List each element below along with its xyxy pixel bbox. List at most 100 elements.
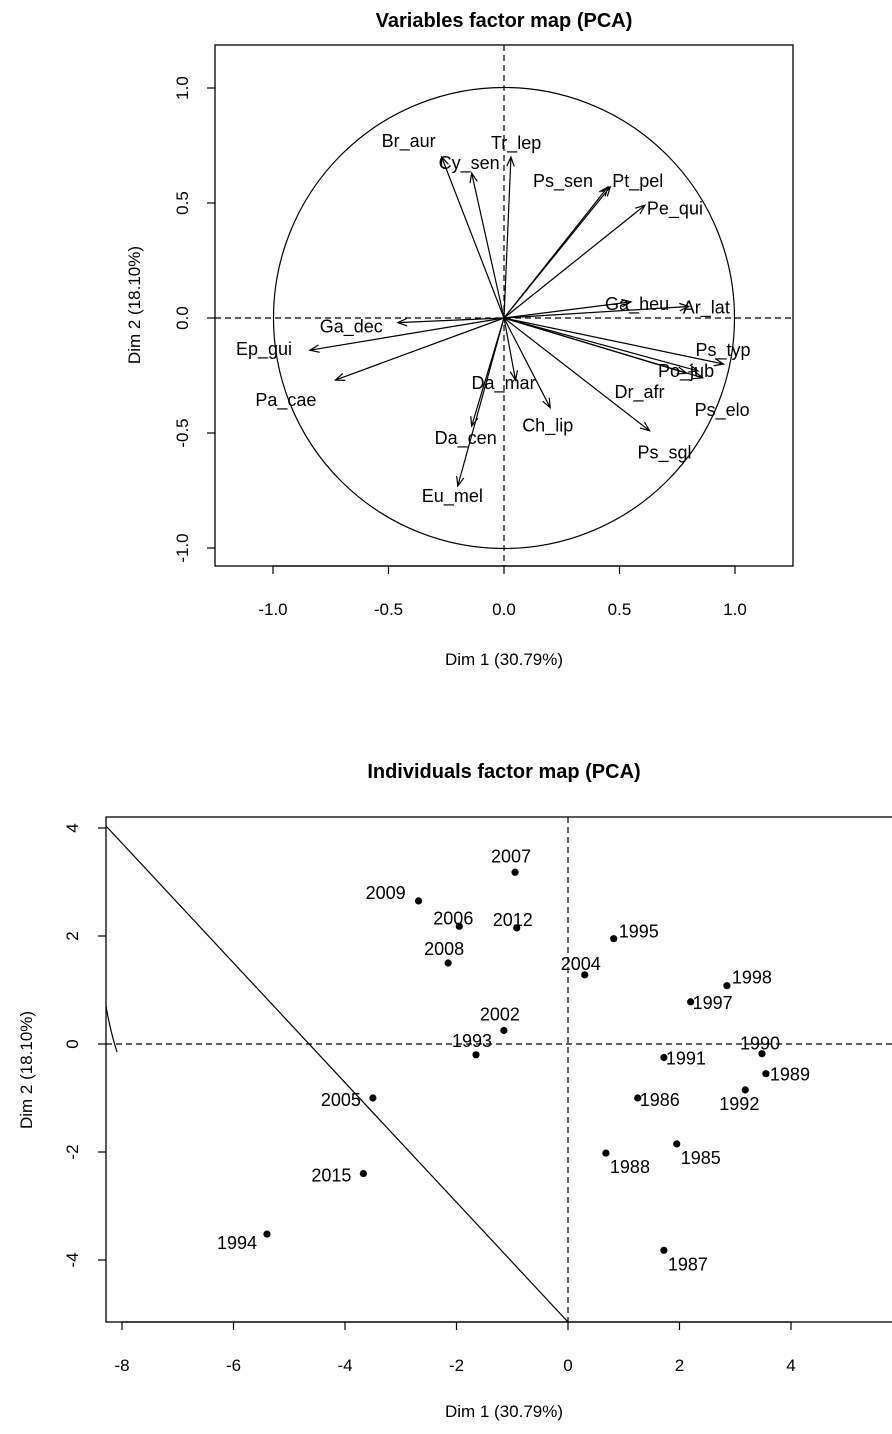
point-1989: [762, 1070, 770, 1078]
point-2007: [511, 868, 519, 876]
arrowhead-Ga_dec: [396, 317, 408, 327]
point-2002: [500, 1026, 508, 1035]
arrowhead-Ch_lip: [542, 397, 551, 410]
arrowhead-Tr_lep: [506, 155, 515, 167]
y-tick-label: 0.0: [173, 306, 192, 330]
point-label-1990: 1990: [740, 1034, 780, 1054]
vector-Da_mar: [503, 317, 517, 381]
vector-label-Dr_afr: Dr_afr: [614, 382, 664, 403]
x-tick-label: -8: [114, 1356, 129, 1375]
x-tick-label: -4: [337, 1356, 352, 1375]
point-label-1998: 1998: [732, 968, 772, 988]
vector-Ps_typ: [503, 317, 724, 365]
arrowhead-Ps_elo: [692, 371, 705, 380]
x-tick-label: 1.0: [723, 600, 747, 619]
arrowhead-Eu_mel: [456, 475, 465, 488]
vector-label-Ps_typ: Ps_typ: [695, 340, 750, 361]
y-tick-label: 0: [63, 1039, 82, 1048]
point-label-1985: 1985: [681, 1148, 721, 1168]
point-1988: [602, 1149, 610, 1157]
y-tick-label: -2: [63, 1144, 82, 1159]
vector-Pa_cae: [335, 317, 505, 381]
y-axis: -4 -2 0 2 4: [63, 823, 106, 1268]
vector-label-Ps_sgl: Ps_sgl: [638, 443, 692, 464]
vector-Ar_lat: [503, 305, 689, 319]
vector-label-Tr_lep: Tr_lep: [491, 133, 541, 154]
chart-title: Individuals factor map (PCA): [367, 761, 640, 783]
y-tick-label: 4: [63, 823, 82, 832]
vector-Cy_sen: [471, 172, 505, 319]
vector-label-Ep_gui: Ep_gui: [236, 339, 292, 360]
point-1994: [263, 1230, 271, 1238]
vector-Ga_dec: [397, 317, 505, 324]
point-label-1987: 1987: [668, 1254, 708, 1274]
x-axis: -1.0 -0.5 0.0 0.5 1.0: [258, 565, 747, 619]
point-1997: [687, 998, 695, 1006]
arrowhead-Ps_sgl: [639, 421, 651, 432]
point-label-1995: 1995: [619, 922, 659, 942]
vector-label-Po_jub: Po_jub: [658, 361, 714, 382]
vector-Ch_lip: [503, 317, 551, 408]
y-axis-label: Dim 2 (18.10%): [125, 246, 144, 364]
point-label-2012: 2012: [493, 910, 533, 930]
vector-label-Br_aur: Br_aur: [382, 131, 436, 152]
x-axis-label: Dim 1 (30.79%): [445, 1402, 563, 1421]
individuals-factor-map: Individuals factor map (PCA) 20072009200…: [17, 761, 892, 1421]
vector-Ps_elo: [503, 317, 703, 379]
y-tick-label: 0.5: [173, 191, 192, 215]
vector-label-Ps_sen: Ps_sen: [533, 171, 593, 192]
vector-label-Pe_qui: Pe_qui: [647, 198, 703, 219]
x-tick-label: -1.0: [258, 600, 287, 619]
vector-Eu_mel: [457, 317, 505, 487]
point-2004: [581, 971, 589, 979]
x-tick-label: -2: [449, 1356, 464, 1375]
point-label-1986: 1986: [640, 1090, 680, 1110]
point-1991: [660, 1053, 668, 1062]
point-label-1991: 1991: [666, 1049, 706, 1069]
vector-label-Ga_heu: Ga_heu: [605, 294, 669, 315]
point-1987: [660, 1246, 668, 1254]
point-label-1997: 1997: [693, 993, 733, 1013]
arrowhead-Pt_pel: [601, 185, 612, 197]
point-label-1988: 1988: [610, 1157, 650, 1177]
y-tick-label: -4: [63, 1252, 82, 1267]
y-tick-label: 1.0: [173, 76, 192, 100]
vector-Br_aur: [441, 156, 505, 319]
vector-Ga_heu: [503, 301, 632, 319]
point-2006: [455, 922, 463, 930]
point-1995: [610, 935, 618, 943]
x-tick-label: -0.5: [374, 600, 403, 619]
y-axis: -1.0 -0.5 0.0 0.5 1.0: [173, 76, 215, 563]
x-tick-label: 2: [675, 1356, 684, 1375]
point-label-1992: 1992: [719, 1094, 759, 1114]
arrowhead-Ga_heu: [621, 298, 633, 308]
variables-factor-map: Variables factor map (PCA) Br_aur Tr_lepC…: [125, 10, 794, 669]
point-label-1993: 1993: [452, 1031, 492, 1051]
point-1986: [634, 1094, 642, 1102]
point-label-1989: 1989: [770, 1065, 810, 1085]
diagonal-line: [106, 825, 569, 1322]
vector-label-Cy_sen: Cy_sen: [439, 153, 500, 174]
point-1985: [673, 1140, 681, 1148]
point-1998: [723, 982, 731, 990]
point-label-2015: 2015: [311, 1166, 351, 1186]
vector-label-Ga_dec: Ga_dec: [320, 317, 383, 338]
arrowhead-Br_aur: [440, 155, 449, 168]
vector-label-Ch_lip: Ch_lip: [522, 416, 573, 437]
point-label-2002: 2002: [480, 1005, 520, 1025]
plot-area: 2007 2009 2006 2012 1995 2008 2004 1998 1997 2002…: [106, 817, 892, 1322]
point-1993: [472, 1051, 480, 1059]
arrowhead-Cy_sen: [469, 171, 478, 184]
point-2005: [369, 1094, 377, 1102]
y-tick-label: -1.0: [173, 533, 192, 562]
point-2009: [414, 897, 423, 905]
vector-Po_jub: [503, 317, 699, 372]
point-label-2008: 2008: [424, 939, 464, 959]
vector-label-Da_cen: Da_cen: [435, 428, 497, 449]
vector-label-Da_mar: Da_mar: [472, 373, 536, 394]
vector-label-Eu_mel: Eu_mel: [422, 486, 483, 507]
point-label-1994: 1994: [217, 1233, 257, 1253]
arrowhead-Da_mar: [509, 370, 519, 382]
